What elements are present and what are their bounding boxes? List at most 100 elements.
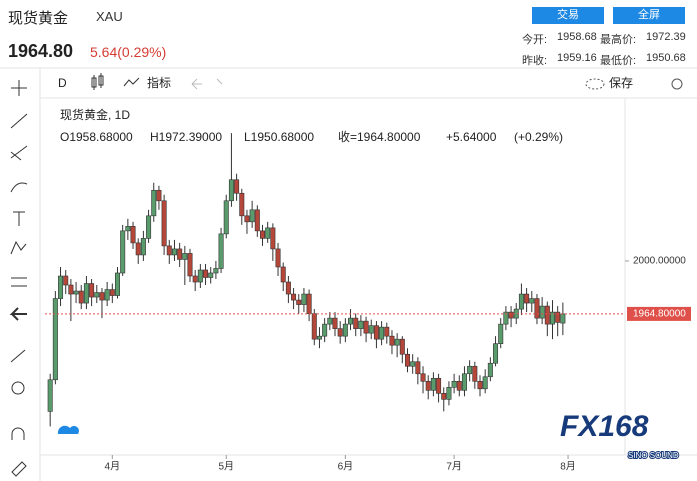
candle-body bbox=[228, 179, 234, 202]
indicators-button[interactable]: 指标 bbox=[147, 75, 171, 90]
candle-body bbox=[410, 361, 416, 367]
candle-body bbox=[285, 281, 291, 295]
stat-label: 今开: bbox=[522, 34, 548, 46]
legend-item: L1950.68000 bbox=[244, 130, 314, 144]
candle-body bbox=[234, 179, 240, 194]
last-price-box bbox=[627, 306, 691, 321]
candle-body bbox=[534, 298, 540, 319]
candle-body bbox=[208, 272, 214, 278]
candle-body bbox=[259, 230, 265, 239]
candle-body bbox=[182, 253, 188, 260]
drawing-tools[interactable] bbox=[9, 80, 28, 477]
candle-body bbox=[280, 266, 286, 283]
candle-body bbox=[342, 323, 348, 337]
candle-body bbox=[115, 272, 121, 296]
candle-body bbox=[539, 305, 545, 319]
candle-body bbox=[368, 325, 374, 334]
fullscreen-button[interactable]: 全屏 bbox=[613, 7, 685, 24]
instrument-name: 现货黄金 bbox=[8, 10, 69, 27]
candle-body bbox=[467, 365, 473, 375]
candle-body bbox=[306, 293, 312, 314]
candle-body bbox=[47, 379, 53, 412]
legend-item: 收=1964.80000 bbox=[338, 130, 421, 144]
cloud-icon[interactable] bbox=[585, 78, 605, 90]
candle-body bbox=[518, 293, 524, 310]
candle-body bbox=[373, 325, 379, 340]
candle-body bbox=[239, 192, 245, 217]
candle-body bbox=[254, 209, 260, 232]
candle-body bbox=[430, 377, 436, 391]
candle-body bbox=[477, 380, 483, 390]
candle-body bbox=[461, 373, 467, 391]
ohlc-legend: O1958.68000 H1972.39000 L1950.68000 收=1964.… bbox=[60, 130, 563, 144]
candle-body bbox=[327, 317, 333, 325]
indicator-icon[interactable] bbox=[123, 77, 140, 87]
candle-body bbox=[89, 283, 95, 298]
candle-body bbox=[213, 268, 219, 274]
candle-body bbox=[275, 248, 281, 268]
candle-body bbox=[311, 313, 317, 340]
x-tick-label: 6月 bbox=[338, 461, 354, 473]
trade-button[interactable]: 交易 bbox=[532, 7, 604, 24]
chart-title: 现货黄金, 1D bbox=[60, 107, 130, 122]
candle-body bbox=[63, 275, 69, 286]
candle-body bbox=[192, 275, 198, 283]
candle-body bbox=[549, 311, 555, 325]
candle-body bbox=[270, 227, 276, 250]
candle-body bbox=[353, 317, 359, 329]
candle-body bbox=[83, 283, 89, 304]
candle-body bbox=[223, 200, 229, 235]
legend-item: H1972.39000 bbox=[150, 130, 222, 144]
legend-item: (+0.29%) bbox=[514, 130, 563, 144]
undo-redo[interactable] bbox=[191, 78, 223, 90]
candle-body bbox=[441, 393, 447, 400]
candle-body bbox=[120, 230, 126, 274]
candle-body bbox=[146, 215, 152, 239]
candle-body bbox=[498, 323, 504, 344]
candle-body bbox=[58, 275, 64, 299]
candle-body bbox=[203, 269, 209, 278]
candle-body bbox=[99, 292, 105, 301]
candle-body bbox=[94, 292, 100, 298]
legend-item: O1958.68000 bbox=[60, 130, 133, 144]
candle-body bbox=[415, 361, 421, 375]
candle-body bbox=[130, 226, 136, 244]
candle-body bbox=[291, 293, 297, 301]
candle-body bbox=[52, 298, 58, 381]
stat-value: 1972.39 bbox=[646, 31, 686, 43]
candle-body bbox=[249, 209, 255, 223]
candle-body bbox=[394, 338, 400, 346]
symbol: XAU bbox=[96, 9, 123, 24]
candle-body bbox=[482, 376, 488, 390]
x-tick-label: 7月 bbox=[446, 461, 462, 473]
candle-body bbox=[322, 323, 328, 337]
candle-icon[interactable] bbox=[91, 73, 104, 90]
candle-body bbox=[156, 189, 162, 202]
x-tick-label: 8月 bbox=[560, 461, 576, 473]
candle-body bbox=[404, 353, 410, 367]
stat-label: 最低价: bbox=[600, 55, 637, 67]
candle-body bbox=[487, 362, 493, 378]
candle-body bbox=[161, 200, 167, 247]
save-button[interactable]: 保存 bbox=[609, 76, 633, 90]
candle-body bbox=[358, 320, 364, 329]
candle-body bbox=[265, 227, 271, 239]
candle-body bbox=[171, 248, 177, 256]
stat-label: 昨收: bbox=[522, 55, 548, 67]
interval-button[interactable]: D bbox=[58, 76, 67, 90]
candle-body bbox=[316, 335, 322, 340]
candle-body bbox=[104, 289, 110, 301]
candle-body bbox=[529, 298, 535, 304]
candle-body bbox=[337, 328, 343, 337]
price: 1964.80 bbox=[8, 41, 74, 61]
candle-body bbox=[296, 299, 302, 305]
change: 5.64(0.29%) bbox=[90, 44, 167, 60]
settings-icon[interactable] bbox=[671, 78, 683, 90]
y-tick-label: 2000.00000 bbox=[633, 256, 686, 267]
candle-body bbox=[348, 317, 354, 325]
candle-body bbox=[524, 293, 530, 304]
candle-body bbox=[544, 305, 550, 325]
candle-body bbox=[125, 226, 131, 232]
